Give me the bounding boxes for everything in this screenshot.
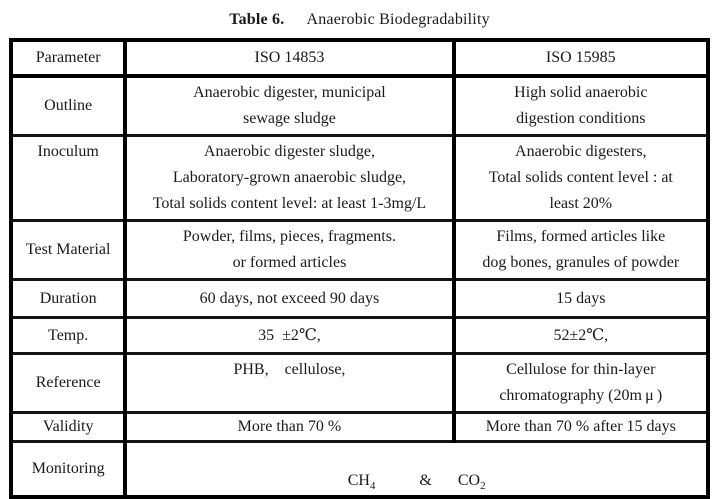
cell-temp-param: Temp.: [8, 316, 128, 355]
table-row-reference: Reference PHB, cellulose, Cellulose for …: [8, 352, 711, 414]
cell-validity-param: Validity: [8, 411, 128, 443]
cell-temp-iso14853: 35 ±2℃,: [123, 316, 456, 355]
table-row-validity: Validity More than 70 % More than 70 % a…: [8, 411, 711, 443]
cell-duration-iso14853: 60 days, not exceed 90 days: [123, 278, 456, 319]
gas-co2-formula: CO: [457, 472, 481, 489]
cell-temp-iso15985: 52±2℃,: [451, 316, 711, 355]
table-caption-number: Table 6.: [229, 11, 285, 28]
cell-duration-param: Duration: [8, 278, 128, 319]
cell-outline-param: Outline: [8, 74, 128, 137]
cell-monitoring-param: Monitoring: [8, 440, 128, 499]
table-row-inoculum: Inoculum Anaerobic digester sludge, Labo…: [8, 134, 711, 222]
gas-co2-subscript: 2: [480, 480, 486, 493]
cell-validity-iso15985: More than 70 % after 15 days: [451, 411, 711, 443]
gas-separator: &: [419, 472, 432, 489]
cell-test-material-iso15985: Films, formed articles like dog bones, g…: [451, 219, 711, 281]
cell-inoculum-param: Inoculum: [8, 134, 128, 222]
table-row-temp: Temp. 35 ±2℃, 52±2℃,: [8, 316, 711, 355]
header-iso-15985: ISO 15985: [451, 38, 711, 78]
cell-reference-iso15985: Cellulose for thin-layer chromatography …: [451, 352, 711, 414]
cell-reference-param: Reference: [8, 352, 128, 414]
header-parameter: Parameter: [8, 38, 128, 78]
cell-inoculum-iso14853: Anaerobic digester sludge, Laboratory-gr…: [123, 134, 456, 222]
cell-reference-iso14853: PHB, cellulose,: [123, 352, 456, 414]
table-row-test-material: Test Material Powder, films, pieces, fra…: [8, 219, 711, 281]
table-row-duration: Duration 60 days, not exceed 90 days 15 …: [8, 278, 711, 319]
table-caption: Table 6. Anaerobic Biodegradability: [0, 0, 719, 29]
cell-monitoring-gases: CH4 & CO2: [123, 440, 710, 499]
cell-inoculum-iso15985: Anaerobic digesters, Total solids conten…: [451, 134, 711, 222]
gas-ch4-subscript: 4: [369, 480, 376, 493]
biodegradability-table: Parameter ISO 14853 ISO 15985 Outline An…: [8, 38, 711, 499]
table-row-monitoring: Monitoring CH4 & CO2: [8, 440, 710, 499]
cell-validity-iso14853: More than 70 %: [123, 411, 456, 443]
cell-test-material-param: Test Material: [8, 219, 128, 281]
header-iso-14853: ISO 14853: [123, 38, 456, 78]
table-header-row: Parameter ISO 14853 ISO 15985: [8, 38, 711, 78]
table-row-outline: Outline Anaerobic digester, municipal se…: [8, 74, 711, 137]
cell-test-material-iso14853: Powder, films, pieces, fragments. or for…: [123, 219, 456, 281]
cell-outline-iso14853: Anaerobic digester, municipal sewage slu…: [123, 74, 456, 137]
table-caption-title: Anaerobic Biodegradability: [306, 11, 490, 28]
cell-outline-iso15985: High solid anaerobic digestion condition…: [451, 74, 711, 137]
cell-duration-iso15985: 15 days: [451, 278, 711, 319]
gas-ch4-formula: CH: [347, 472, 370, 489]
